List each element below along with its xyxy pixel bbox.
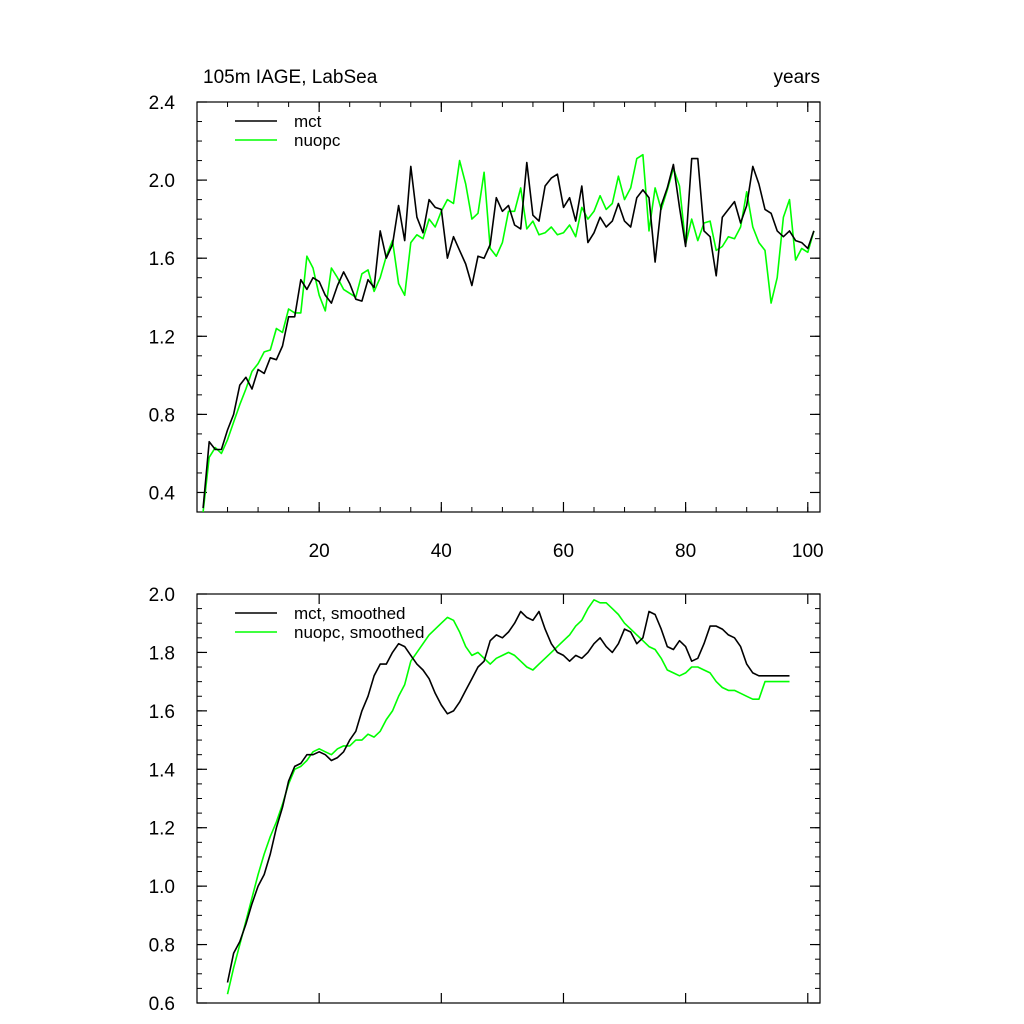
series-line-nuopc [202,153,815,512]
y-tick-label: 1.6 [149,702,175,723]
y-tick-label: 2.0 [149,585,175,606]
x-tick-label: 80 [675,541,696,562]
x-tick-label: 40 [431,541,452,562]
y-tick-label: 2.0 [149,171,175,192]
plot-frame [196,101,821,513]
y-tick-label: 1.2 [149,327,175,348]
series-line-mct [202,157,815,509]
x-tick-label: 20 [309,541,330,562]
y-tick-label: 1.8 [149,643,175,664]
top-panel: 105m IAGE, LabSea years 0.4 0.8 1.2 1.6 2.0 2… [149,67,824,562]
y-tick-label: 1.4 [149,760,176,781]
plot-frame [196,593,821,1004]
y-tick-label: 1.2 [149,819,175,840]
series-line-mct-smoothed [226,610,790,983]
y-tick-label: 2.4 [149,93,176,114]
series-line-nuopc-smoothed [226,598,790,995]
legend-label: nuopc, smoothed [294,623,424,642]
chart-title: 105m IAGE, LabSea [203,67,378,88]
legend-label: mct, smoothed [294,604,406,623]
chart-units-label: years [774,67,820,88]
y-tick-label: 0.6 [149,994,175,1015]
legend-label: mct [294,112,322,131]
y-tick-label: 0.8 [149,405,175,426]
x-tick-label: 100 [792,541,824,562]
y-tick-label: 0.8 [149,936,175,957]
y-tick-label: 1.6 [149,249,175,270]
y-tick-label: 0.4 [149,483,176,504]
x-tick-label: 60 [553,541,574,562]
bottom-panel: 0.6 0.8 1.0 1.2 1.4 1.6 1.8 2.0 mct, smoothednuo… [149,585,821,1015]
legend-label: nuopc [294,131,341,150]
y-tick-label: 1.0 [149,877,175,898]
